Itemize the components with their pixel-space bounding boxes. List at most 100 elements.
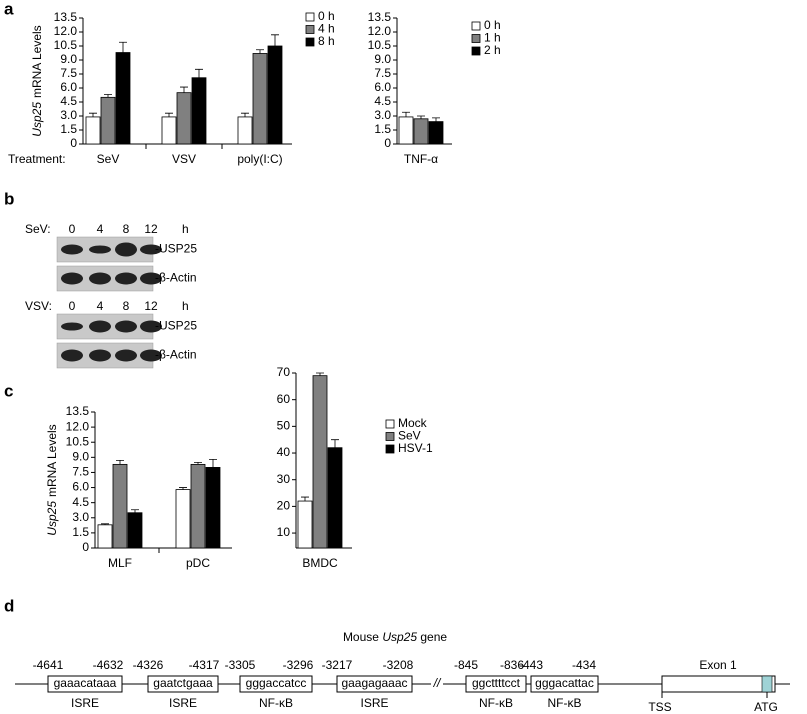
legend-swatch xyxy=(305,25,315,34)
y-tick-label: 3.0 xyxy=(72,510,89,524)
site-label: ISRE xyxy=(360,696,388,710)
bar xyxy=(175,489,191,549)
bar xyxy=(205,467,221,549)
site-start: -3217 xyxy=(322,658,353,672)
error-bar xyxy=(101,523,109,525)
band xyxy=(115,349,137,362)
atg-label: ATG xyxy=(754,700,778,714)
title-suffix: gene xyxy=(420,630,447,644)
bar xyxy=(176,92,192,145)
y-label-text: mRNA Levels xyxy=(45,424,59,497)
y-tick-label: 1.5 xyxy=(60,122,77,136)
lane-label: 0 xyxy=(69,299,76,313)
bar xyxy=(398,116,414,145)
band xyxy=(89,272,111,285)
atg-region xyxy=(761,675,773,693)
legend-swatch xyxy=(385,419,395,429)
site-label: ISRE xyxy=(169,696,197,710)
site-label: NF-κB xyxy=(548,696,582,710)
band xyxy=(61,244,83,255)
y-tick-label: 3.0 xyxy=(60,108,77,122)
site-end: -3208 xyxy=(383,658,414,672)
panel-label: a xyxy=(4,0,14,18)
y-tick-label: 13.5 xyxy=(66,404,90,418)
panel-label: d xyxy=(4,596,14,615)
gene-break: // xyxy=(433,676,442,690)
bar xyxy=(161,116,177,145)
y-tick-label: 3.0 xyxy=(374,108,391,122)
band xyxy=(140,244,162,255)
band xyxy=(89,245,111,254)
site-seq: gaaacataaa xyxy=(54,676,117,690)
site-end: -4317 xyxy=(189,658,220,672)
y-tick-label: 0 xyxy=(82,540,89,554)
y-tick-label: 7.5 xyxy=(374,66,391,80)
y-tick-label: 1.5 xyxy=(72,525,89,539)
band xyxy=(115,242,137,257)
site-end: -4632 xyxy=(93,658,124,672)
y-tick-label: 13.5 xyxy=(368,10,392,24)
y-label-gene: Usp25 xyxy=(45,501,59,536)
exon-box xyxy=(661,675,776,693)
bar xyxy=(112,463,128,549)
band xyxy=(61,349,83,362)
y-tick-label: 12.0 xyxy=(54,24,78,38)
site-end: -836 xyxy=(500,658,524,672)
y-tick-label: 12.0 xyxy=(66,419,90,433)
band xyxy=(61,322,83,331)
y-label-gene: Usp25 xyxy=(30,102,44,137)
error-bar xyxy=(165,112,173,117)
y-axis-label: Usp25 mRNA Levels xyxy=(45,424,59,535)
x-tick-label: MLF xyxy=(108,556,132,570)
error-bar xyxy=(316,372,324,376)
site-label: NF-κB xyxy=(259,696,293,710)
legend-swatch xyxy=(471,46,481,56)
site-end: -3296 xyxy=(283,658,314,672)
site-box xyxy=(47,675,123,693)
band xyxy=(61,272,83,285)
lane-label: 4 xyxy=(97,222,104,236)
error-bar xyxy=(271,34,279,46)
y-tick-label: 40 xyxy=(277,445,291,459)
unit-label: h xyxy=(182,299,189,313)
x-tick-label: pDC xyxy=(186,556,210,570)
y-axis-label: Usp25 mRNA Levels xyxy=(30,25,44,136)
site-seq: gggaccatcc xyxy=(246,676,307,690)
y-tick-label: 4.5 xyxy=(72,495,89,509)
bar xyxy=(428,121,444,145)
error-bar xyxy=(180,86,188,93)
site-start: -443 xyxy=(519,658,543,672)
site-box xyxy=(239,675,313,693)
band xyxy=(89,349,111,362)
error-bar xyxy=(256,49,264,54)
legend-label: 4 h xyxy=(318,22,335,36)
legend-swatch xyxy=(385,444,395,454)
y-tick-label: 10.5 xyxy=(54,38,78,52)
band-label: -β-Actin xyxy=(155,271,197,285)
x-tick-label: BMDC xyxy=(302,556,338,570)
site-box xyxy=(530,675,599,693)
site-start: -3305 xyxy=(225,658,256,672)
row-label: Treatment: xyxy=(8,152,66,166)
x-tick-label: VSV xyxy=(172,152,196,166)
break-gap xyxy=(431,678,443,690)
y-tick-label: 0 xyxy=(384,136,391,150)
legend-swatch xyxy=(385,432,395,441)
y-tick-label: 4.5 xyxy=(60,94,77,108)
exon-label: Exon 1 xyxy=(699,658,737,672)
y-tick-label: 70 xyxy=(277,365,291,379)
band xyxy=(115,320,137,333)
bar xyxy=(115,52,131,145)
y-label-text: mRNA Levels xyxy=(30,25,44,98)
error-bar xyxy=(209,458,217,468)
y-tick-label: 7.5 xyxy=(60,66,77,80)
site-box xyxy=(336,675,413,693)
y-tick-label: 6.0 xyxy=(374,80,391,94)
error-bar xyxy=(417,115,425,119)
error-bar xyxy=(402,111,410,117)
site-seq: gaagagaaac xyxy=(341,676,407,690)
band xyxy=(89,320,111,333)
bar xyxy=(85,116,101,145)
site-seq: gggacattac xyxy=(535,676,594,690)
